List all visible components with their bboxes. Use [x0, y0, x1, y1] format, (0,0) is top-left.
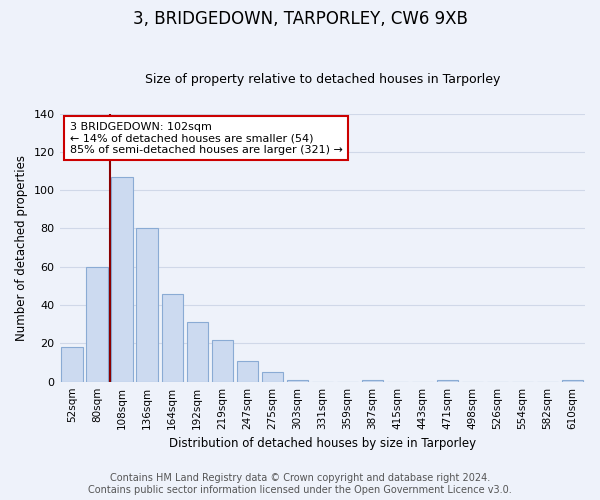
Bar — [136, 228, 158, 382]
Bar — [562, 380, 583, 382]
Bar — [262, 372, 283, 382]
Bar — [187, 322, 208, 382]
Text: 3, BRIDGEDOWN, TARPORLEY, CW6 9XB: 3, BRIDGEDOWN, TARPORLEY, CW6 9XB — [133, 10, 467, 28]
Bar — [112, 177, 133, 382]
Bar — [61, 347, 83, 382]
Y-axis label: Number of detached properties: Number of detached properties — [15, 154, 28, 340]
Bar — [287, 380, 308, 382]
Bar — [236, 360, 258, 382]
Text: Contains HM Land Registry data © Crown copyright and database right 2024.
Contai: Contains HM Land Registry data © Crown c… — [88, 474, 512, 495]
Bar — [362, 380, 383, 382]
Title: Size of property relative to detached houses in Tarporley: Size of property relative to detached ho… — [145, 73, 500, 86]
Text: 3 BRIDGEDOWN: 102sqm
← 14% of detached houses are smaller (54)
85% of semi-detac: 3 BRIDGEDOWN: 102sqm ← 14% of detached h… — [70, 122, 343, 155]
Bar — [86, 267, 108, 382]
Bar — [161, 294, 183, 382]
Bar — [437, 380, 458, 382]
X-axis label: Distribution of detached houses by size in Tarporley: Distribution of detached houses by size … — [169, 437, 476, 450]
Bar — [212, 340, 233, 382]
